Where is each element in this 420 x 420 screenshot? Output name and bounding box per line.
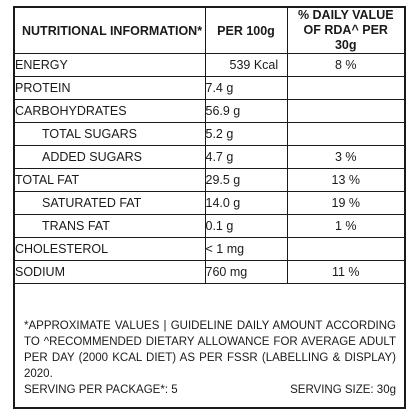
- table-row: SATURATED FAT 14.0 g 19 %: [15, 191, 404, 215]
- table-header-row: NUTRITIONAL INFORMATION* PER 100g % DAIL…: [15, 8, 404, 54]
- nutrient-value: 0.1 g: [204, 214, 288, 238]
- table-row: ADDED SUGARS 4.7 g 3 %: [15, 145, 404, 169]
- nutrient-value: 7.4 g: [204, 76, 288, 100]
- nutrient-name: CHOLESTEROL: [15, 237, 206, 261]
- nutrient-name: ENERGY: [15, 53, 206, 77]
- nutrient-value: 56.9 g: [204, 99, 288, 123]
- table-row: CARBOHYDRATES 56.9 g: [15, 99, 404, 123]
- serving-per-package: SERVING PER PACKAGE*: 5: [24, 384, 178, 396]
- nutrient-daily-value: 8 %: [286, 53, 404, 77]
- nutrient-daily-value: 19 %: [286, 191, 404, 215]
- nutrient-name: TOTAL SUGARS: [15, 122, 206, 146]
- nutrient-value: 4.7 g: [204, 145, 288, 169]
- nutrient-daily-value: 1 %: [286, 214, 404, 238]
- nutrient-value: 29.5 g: [204, 168, 288, 192]
- nutrient-name: TOTAL FAT: [15, 168, 206, 192]
- nutrient-name: ADDED SUGARS: [15, 145, 206, 169]
- table-row: TOTAL FAT 29.5 g 13 %: [15, 168, 404, 192]
- table-row: ENERGY 539 Kcal 8 %: [15, 53, 404, 77]
- nutrient-value: 539 Kcal: [204, 53, 288, 77]
- nutrient-value: < 1 mg: [204, 237, 288, 261]
- nutrient-value: 760 mg: [204, 260, 288, 284]
- nutrient-daily-value: 3 %: [286, 145, 404, 169]
- nutrient-daily-value: [286, 122, 404, 146]
- nutrient-daily-value: 13 %: [286, 168, 404, 192]
- header-daily-value: % DAILY VALUE OF RDA^ PER 30g: [286, 8, 404, 54]
- nutrient-daily-value: [286, 99, 404, 123]
- nutrition-label-panel: NUTRITIONAL INFORMATION* PER 100g % DAIL…: [13, 6, 406, 409]
- nutrient-name: SODIUM: [15, 260, 206, 284]
- nutrient-name: TRANS FAT: [15, 214, 206, 238]
- table-row: SODIUM 760 mg 11 %: [15, 260, 404, 284]
- nutrition-table: NUTRITIONAL INFORMATION* PER 100g % DAIL…: [15, 8, 404, 284]
- nutrient-name: PROTEIN: [15, 76, 206, 100]
- nutrient-daily-value: 11 %: [286, 260, 404, 284]
- nutrient-daily-value: [286, 76, 404, 100]
- header-per-100g: PER 100g: [204, 8, 288, 54]
- nutrient-name: CARBOHYDRATES: [15, 99, 206, 123]
- nutrient-value: 5.2 g: [204, 122, 288, 146]
- table-row: TOTAL SUGARS 5.2 g: [15, 122, 404, 146]
- table-row: PROTEIN 7.4 g: [15, 76, 404, 100]
- serving-size: SERVING SIZE: 30g: [290, 384, 396, 396]
- table-row: TRANS FAT 0.1 g 1 %: [15, 214, 404, 238]
- nutrient-daily-value: [286, 237, 404, 261]
- footnote: *APPROXIMATE VALUES | GUIDELINE DAILY AM…: [24, 320, 396, 380]
- table-row: CHOLESTEROL < 1 mg: [15, 237, 404, 261]
- nutrient-value: 14.0 g: [204, 191, 288, 215]
- header-nutritional-information: NUTRITIONAL INFORMATION*: [15, 8, 206, 54]
- nutrient-name: SATURATED FAT: [15, 191, 206, 215]
